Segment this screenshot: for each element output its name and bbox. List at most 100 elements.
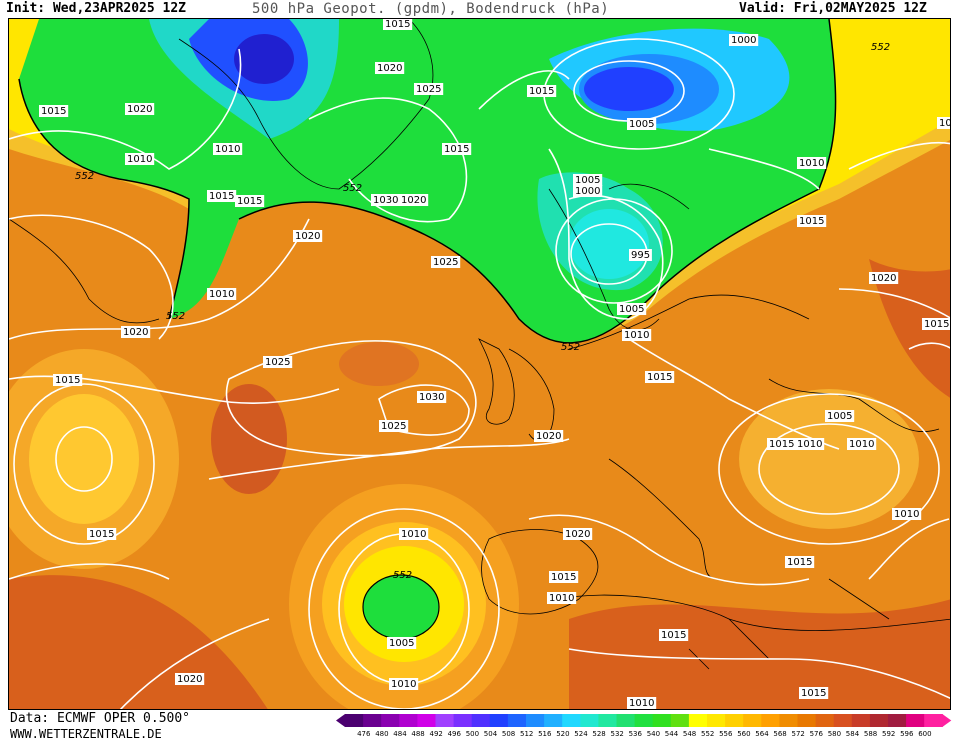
legend-tick-label: 532 xyxy=(611,730,624,738)
legend-swatch xyxy=(562,714,581,727)
isobar-labels: 1015102010101020102510151000100510101020… xyxy=(39,19,951,709)
geopotential-552-label: 552 xyxy=(393,570,412,581)
geopotential-core xyxy=(234,34,294,84)
isobar-label: 1020 xyxy=(123,327,148,338)
legend-swatch xyxy=(345,714,364,727)
isobar-label: 1030 xyxy=(373,195,398,206)
isobar-label-box xyxy=(175,673,205,685)
isobar-label: 1005 xyxy=(827,411,852,422)
legend-tick-label: 512 xyxy=(520,730,533,738)
legend-arrow-right xyxy=(942,714,952,727)
isobar-label: 1010 xyxy=(849,439,874,450)
isobar-label: 1020 xyxy=(295,231,320,242)
legend-tick-label: 572 xyxy=(792,730,805,738)
isobar-label-box xyxy=(573,174,603,186)
color-legend: 476 480 484 488 492 496 500 504 508 512 516 520 524 5… xyxy=(336,714,952,738)
isobar-label-box xyxy=(399,528,429,540)
isobar-label: 1005 xyxy=(575,175,600,186)
isobar-label-box xyxy=(125,153,155,165)
isobar-label-box xyxy=(293,230,323,242)
legend-swatch xyxy=(471,714,491,727)
isobar-label: 1010 xyxy=(215,144,240,155)
isobar-label-box xyxy=(414,83,444,95)
isobar-label: 1005 xyxy=(389,638,414,649)
geopotential-labels: 552 552 552 552 552 552 xyxy=(75,42,890,581)
legend-tick-label: 504 xyxy=(484,730,498,738)
isobar-label: 1005 xyxy=(619,304,644,315)
isobar-label-box xyxy=(417,391,447,403)
legend-tick-label: 580 xyxy=(828,730,841,738)
legend-swatch xyxy=(435,714,455,727)
isobar-label: 1015 xyxy=(661,630,686,641)
isobar-label-box xyxy=(659,629,689,641)
isobar-label-box xyxy=(534,430,564,442)
isobar-label-box xyxy=(785,556,815,568)
isobar-label-box xyxy=(797,157,827,169)
isobar-label-box xyxy=(235,195,265,207)
isobar-label: 1020 xyxy=(177,674,202,685)
isobar-label-box xyxy=(549,571,579,583)
isobar-label: 1010 xyxy=(209,289,234,300)
isobar-label: 1025 xyxy=(416,84,441,95)
coastlines xyxy=(9,19,950,670)
isobar-label: 1010 xyxy=(391,679,416,690)
isobar-label-box xyxy=(563,528,593,540)
isobar-label-box xyxy=(767,438,797,450)
legend-tick-label: 592 xyxy=(882,730,895,738)
isobar-label-box xyxy=(547,592,577,604)
geopotential-552-label: 552 xyxy=(871,42,890,53)
isobar-label-box xyxy=(627,118,657,130)
isobar-label-box xyxy=(379,420,409,432)
cutoff-low-core xyxy=(362,574,440,640)
legend-swatch xyxy=(725,714,744,727)
legend-tick-label: 568 xyxy=(773,730,786,738)
isobar-label: 1015 xyxy=(787,557,812,568)
header-bar: Init: Wed,23APR2025 12Z 500 hPa Geopot. … xyxy=(0,0,959,18)
isobar-label: 1010 xyxy=(401,529,426,540)
isobar-label: 1020 xyxy=(536,431,561,442)
isobar-label: 1005 xyxy=(629,119,654,130)
legend-tick-label: 540 xyxy=(647,730,660,738)
isobar-label-box xyxy=(573,185,603,197)
legend-swatch xyxy=(924,714,943,727)
footer-bar: Data: ECMWF OPER 0.500° WWW.WETTERZENTRA… xyxy=(0,710,959,741)
legend-tick-label: 560 xyxy=(737,730,750,738)
isobar-label-box xyxy=(207,190,237,202)
legend-swatch xyxy=(906,714,925,727)
isobar-label: 1025 xyxy=(265,357,290,368)
legend-swatch xyxy=(399,714,418,727)
legend-swatch xyxy=(453,714,473,727)
legend-swatch xyxy=(526,714,545,727)
isobar-label-box xyxy=(213,143,243,155)
legend-tick-label: 492 xyxy=(430,730,443,738)
legend-swatch xyxy=(851,714,871,727)
isobar-label: 995 xyxy=(631,250,650,261)
isobar-label: 1030 xyxy=(419,392,444,403)
legend-swatch xyxy=(833,714,853,727)
map-canvas: 552 552 552 552 552 552 1015 1020 1010 1020… xyxy=(9,19,951,709)
isobar-label: 1020 xyxy=(939,118,951,129)
legend-swatch xyxy=(797,714,817,727)
isobar-label: 1010 xyxy=(549,593,574,604)
isobar-label-box xyxy=(627,697,657,709)
isobar-label: 1015 xyxy=(529,86,554,97)
isobar-label: 1015 xyxy=(444,144,469,155)
legend-swatch xyxy=(688,714,708,727)
isobar-label: 1015 xyxy=(385,19,410,30)
isobar-label: 1010 xyxy=(797,439,822,450)
isobar-label-box xyxy=(922,318,950,330)
legend-swatch xyxy=(815,714,835,727)
legend-tick-label: 496 xyxy=(448,730,462,738)
isobar-label: 1015 xyxy=(801,688,826,699)
legend-tick-label: 476 xyxy=(357,730,371,738)
isobar-label-box xyxy=(442,143,472,155)
geopotential-552-label: 552 xyxy=(343,183,362,194)
isobar-label: 1010 xyxy=(894,509,919,520)
legend-tick-label: 544 xyxy=(665,730,679,738)
legend-swatch xyxy=(634,714,654,727)
contour-552 xyxy=(18,19,837,344)
legend-tick-label: 576 xyxy=(810,730,824,738)
legend-arrow-left xyxy=(336,714,345,727)
legend-tick-label: 552 xyxy=(701,730,714,738)
isobar-label: 1015 xyxy=(209,191,234,202)
